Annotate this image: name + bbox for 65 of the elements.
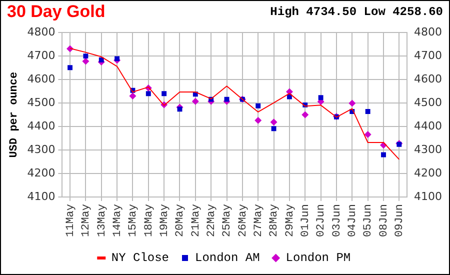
legend-label: London AM: [194, 251, 260, 266]
x-tick-label: 28May: [268, 204, 281, 238]
point: [271, 126, 276, 132]
x-tick-label: 09Jun: [394, 204, 406, 238]
y2-tick-label: 4700: [414, 48, 442, 62]
x-tick-label: 13May: [96, 204, 108, 238]
x-tick-label: 20May: [174, 204, 187, 238]
x-tick-label: 25May: [222, 204, 234, 238]
point: [114, 56, 120, 62]
y-axis-title: USD per ounce: [8, 72, 20, 158]
y2-tick-label: 4600: [414, 72, 442, 86]
point: [83, 54, 88, 59]
point: [192, 98, 199, 105]
point: [256, 103, 261, 108]
point: [224, 96, 230, 102]
y-tick-label: 4500: [27, 96, 56, 109]
point: [364, 131, 372, 138]
point: [68, 65, 73, 70]
y2-tick-label: 4800: [414, 25, 442, 38]
point: [318, 95, 324, 100]
x-tick-label: 03Jun: [331, 204, 344, 238]
point: [162, 91, 167, 96]
x-tick-label: 04Jun: [347, 204, 360, 238]
point: [177, 106, 182, 112]
y2-tick-label: 4300: [414, 142, 442, 156]
point: [82, 58, 90, 65]
y-tick-label: 4800: [27, 25, 56, 38]
y-tick-label: 4300: [27, 142, 56, 156]
x-tick-label: 29May: [284, 204, 296, 238]
x-tick-label: 11May: [64, 204, 77, 238]
legend-label: London PM: [286, 251, 351, 266]
point: [302, 111, 309, 118]
y2-tick-label: 4200: [414, 166, 442, 180]
point: [254, 116, 262, 124]
y-tick-label: 4600: [27, 72, 56, 86]
x-tick-label: 21May: [190, 204, 202, 238]
chart-title: 30 Day Gold: [7, 2, 106, 22]
point: [348, 100, 356, 107]
point: [129, 92, 136, 100]
y2-tick-label: 4100: [414, 190, 442, 203]
x-tick-label: 22May: [206, 204, 218, 238]
point: [98, 57, 104, 62]
x-tick-label: 15May: [128, 204, 140, 238]
x-tick-label: 27May: [253, 204, 266, 238]
point: [365, 109, 370, 114]
x-tick-label: 02Jun: [316, 204, 328, 238]
y2-tick-label: 4400: [414, 119, 442, 132]
x-tick-label: 12May: [80, 204, 93, 238]
y-tick-label: 4200: [27, 166, 56, 180]
chart-subtitle: High 4734.50 Low 4258.60: [270, 5, 443, 19]
x-tick-label: 08Jun: [378, 204, 390, 238]
point: [146, 91, 151, 96]
x-tick-label: 14May: [112, 204, 124, 238]
point: [381, 152, 386, 158]
y-tick-label: 4100: [27, 190, 56, 203]
x-tick-label: 01Jun: [300, 204, 312, 238]
y2-tick-label: 4500: [414, 96, 442, 109]
x-tick-label: 19May: [158, 204, 171, 238]
y-tick-label: 4400: [27, 119, 56, 132]
point: [270, 118, 278, 126]
y-tick-label: 4700: [27, 48, 56, 62]
legend-label: NY Close: [111, 251, 169, 266]
x-tick-label: 05Jun: [362, 204, 375, 238]
x-tick-label: 26May: [237, 204, 250, 238]
x-tick-label: 18May: [143, 204, 156, 238]
